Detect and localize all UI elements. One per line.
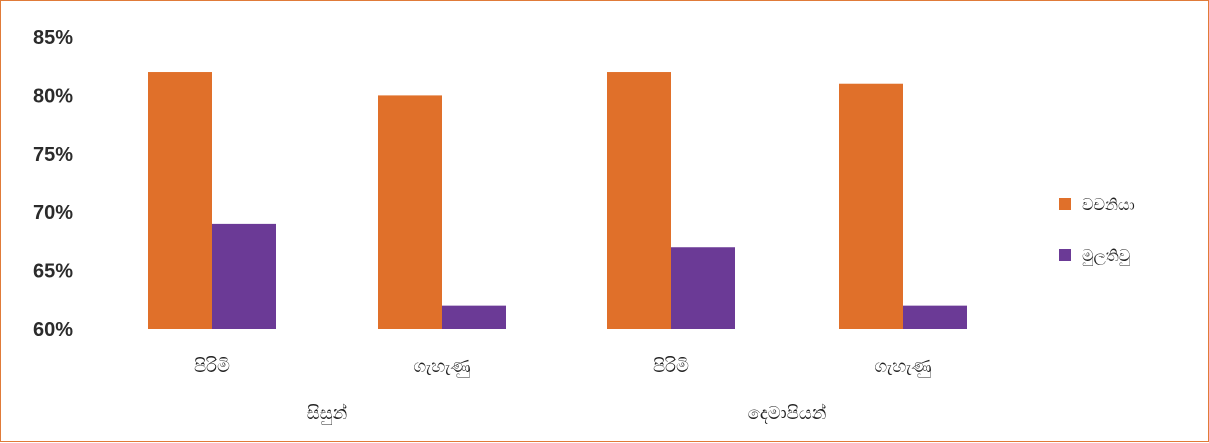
x-tick-label: ගැහැණු xyxy=(874,356,931,377)
x-tick-label: පිරිමි xyxy=(653,356,689,377)
legend-swatch xyxy=(1059,198,1071,210)
bar xyxy=(378,95,442,330)
bars xyxy=(148,72,967,330)
x-group-label: සිසුන් xyxy=(307,403,348,425)
bar xyxy=(148,72,212,329)
bar xyxy=(442,305,506,329)
bar xyxy=(903,305,967,329)
x-tick-label: පිරිමි xyxy=(194,356,230,377)
bar xyxy=(839,83,903,329)
y-tick-label: 85% xyxy=(33,27,73,49)
y-tick-label: 60% xyxy=(33,319,73,341)
legend-label: මුලතිවු xyxy=(1082,246,1130,266)
legend-label: වචනියා xyxy=(1082,195,1135,214)
x-group-label: දෙමාපියන් xyxy=(748,403,827,424)
x-axis-groups: සිසුන් දෙමාපියන් xyxy=(307,403,827,425)
y-tick-label: 65% xyxy=(33,261,73,283)
legend-swatch xyxy=(1059,249,1071,261)
x-tick-label: ගැහැණු xyxy=(413,356,470,377)
y-tick-label: 80% xyxy=(33,85,73,107)
bar xyxy=(671,247,735,329)
bar xyxy=(607,72,671,329)
x-axis-categories: පිරිමි ගැහැණු පිරිමි ගැහැණු xyxy=(194,356,932,377)
legend: වචනියා මුලතිවු xyxy=(1059,195,1135,266)
y-tick-label: 70% xyxy=(33,202,73,224)
bar xyxy=(212,223,276,329)
y-axis: 60% 65% 70% 75% 80% 85% xyxy=(33,27,73,341)
y-tick-label: 75% xyxy=(33,144,73,166)
